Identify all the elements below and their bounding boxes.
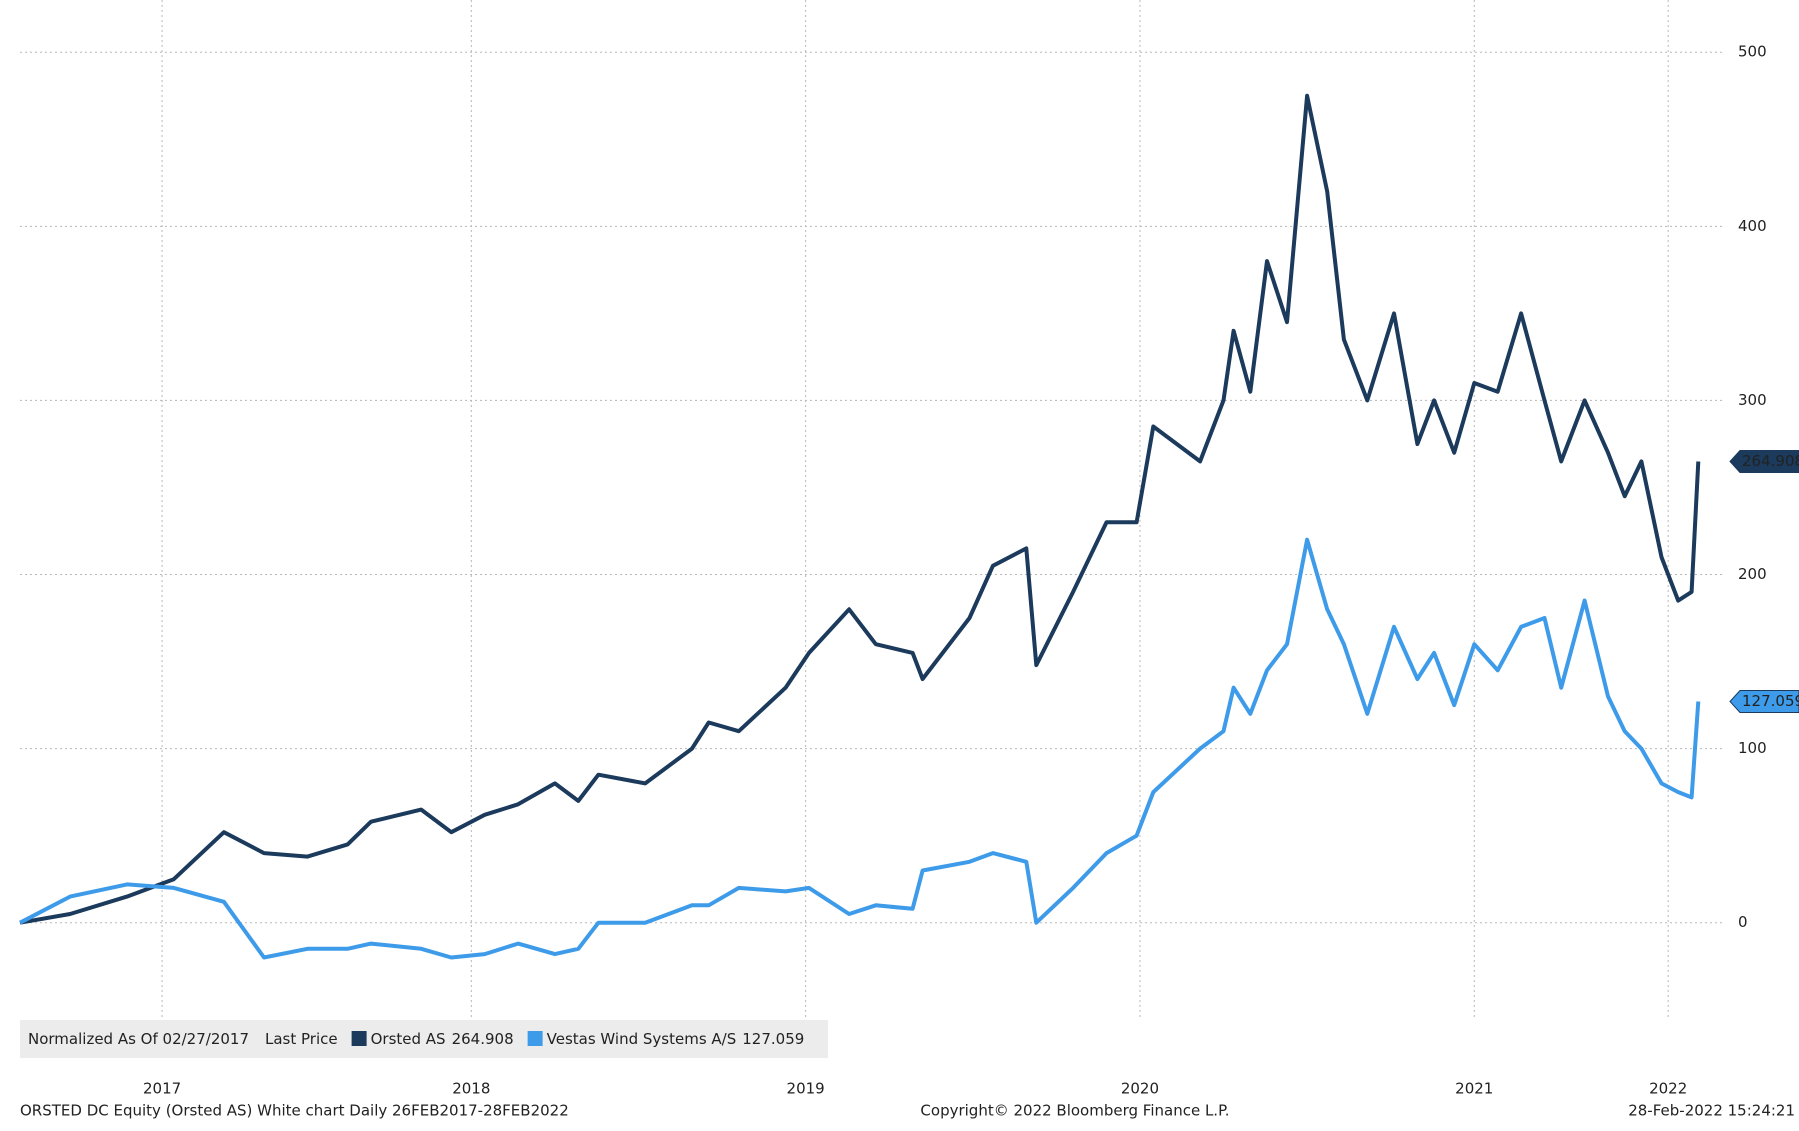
footer-left: ORSTED DC Equity (Orsted AS) White chart… — [20, 1102, 569, 1120]
footer-right: 28-Feb-2022 15:24:21 — [1628, 1102, 1795, 1120]
y-tick-label: 300 — [1738, 391, 1767, 409]
last-price-tag — [1729, 690, 1799, 714]
legend-swatch — [527, 1031, 543, 1046]
last-price-tag — [1729, 450, 1799, 474]
x-tick-label: 2021 — [1455, 1080, 1493, 1098]
legend-note: Normalized As Of 02/27/2017 — [28, 1030, 249, 1048]
legend-series-name: Vestas Wind Systems A/S — [547, 1030, 737, 1048]
legend-field: Last Price — [265, 1030, 338, 1048]
x-tick-label: 2019 — [787, 1080, 825, 1098]
series-line — [19, 93, 1701, 925]
last-price-label: 264.908 — [1742, 452, 1799, 470]
legend-series-value: 127.059 — [742, 1030, 804, 1048]
series-line — [19, 537, 1701, 960]
y-tick-label: 0 — [1738, 913, 1748, 931]
y-tick-label: 500 — [1738, 43, 1767, 61]
x-tick-label: 2020 — [1121, 1080, 1159, 1098]
legend: Normalized As Of 02/27/2017 Last Price Ors… — [28, 1030, 804, 1048]
legend-box — [20, 1020, 828, 1058]
legend-series-value: 264.908 — [452, 1030, 514, 1048]
footer-center: Copyright© 2022 Bloomberg Finance L.P. — [920, 1102, 1229, 1120]
legend-series-name: Orsted AS — [371, 1030, 446, 1048]
x-tick-label: 2018 — [452, 1080, 490, 1098]
y-tick-label: 200 — [1738, 565, 1767, 583]
y-tick-label: 400 — [1738, 217, 1767, 235]
last-price-label: 127.059 — [1742, 692, 1799, 710]
legend-swatch — [351, 1031, 367, 1046]
x-tick-label: 2017 — [143, 1080, 181, 1098]
x-tick-label: 2022 — [1649, 1080, 1687, 1098]
y-tick-label: 100 — [1738, 739, 1767, 757]
